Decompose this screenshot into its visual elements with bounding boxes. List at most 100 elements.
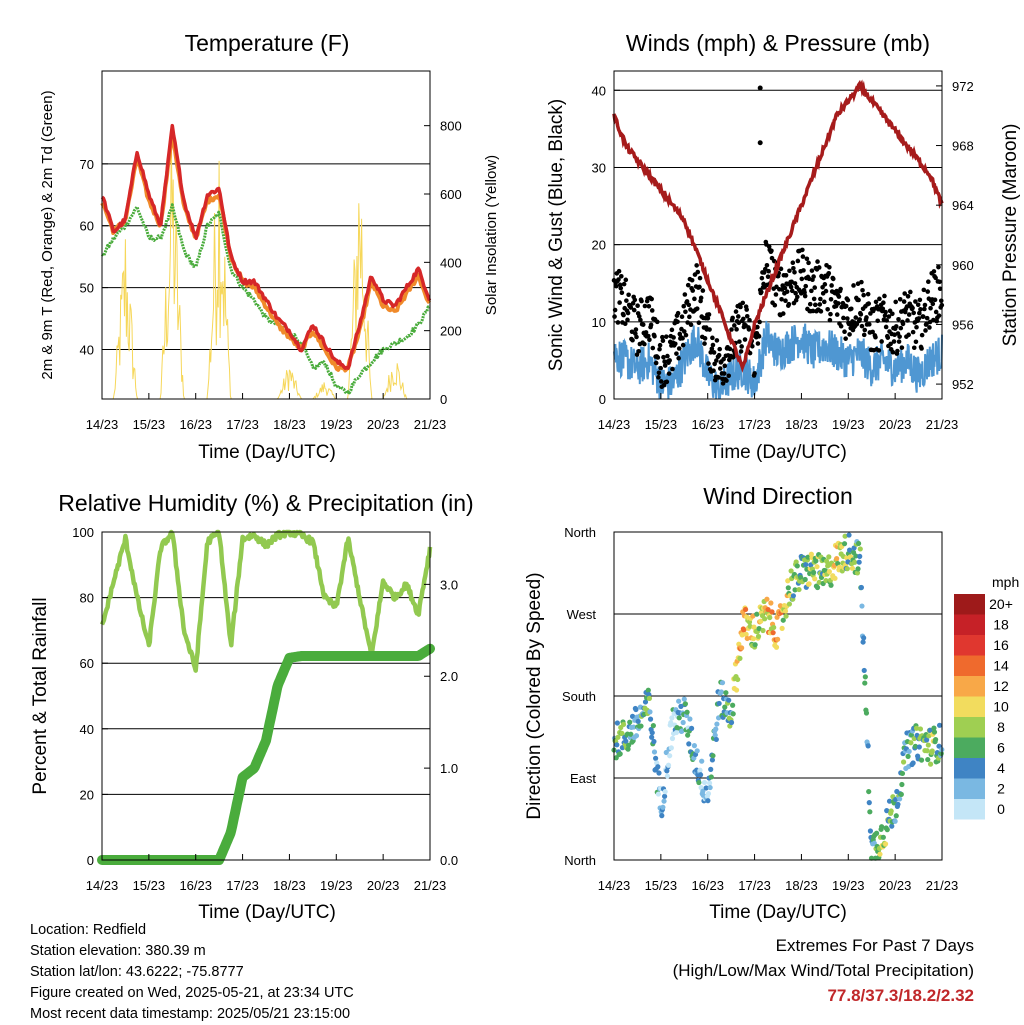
gust-point [810,308,816,314]
gust-point [700,288,706,293]
gust-point [803,283,809,289]
direction-point [642,699,649,705]
gust-point [821,299,827,305]
gust-point [902,291,908,296]
gust-point [625,317,630,323]
gust-point [650,345,656,351]
gust-point [686,302,692,308]
direction-point [631,724,637,730]
gust-point [619,290,625,296]
gust-point [917,310,922,316]
temperature-xtick-label: 21/23 [414,417,447,432]
humidity-ylabel: Percent & Total Rainfall [30,597,51,794]
direction-point [862,680,868,686]
direction-panel: Wind Direction NorthEastSouthWestNorth14… [524,483,1019,923]
direction-xtick-label: 20/23 [879,878,912,893]
gust-point [883,309,888,315]
direction-point [709,757,716,763]
direction-point [735,676,741,683]
direction-point [798,574,804,581]
direction-point [633,706,639,713]
direction-point [771,624,777,631]
gust-point [793,290,798,296]
gust-point [893,299,899,305]
gust-point [877,296,882,302]
direction-point [722,704,728,710]
direction-point [628,731,634,737]
legend-label: 12 [993,678,1009,694]
winds-ytick-label: 20 [592,238,606,253]
gust-point [809,288,814,294]
direction-point [844,566,850,572]
direction-point [707,784,713,791]
direction-point [880,834,886,840]
gust-point [851,283,856,288]
gust-point [688,322,694,328]
direction-point [650,723,656,729]
direction-point [786,601,793,607]
gust-point [870,329,875,335]
temperature-panel: Temperature (F) 40 50 60 70 0 200 400 600 800 14/… [39,30,500,463]
gust-point [765,274,771,279]
gust-point [625,310,631,316]
direction-point [669,715,675,721]
gust-point [666,371,672,376]
direction-point [633,733,640,739]
direction-xtick-label: 18/23 [785,878,818,893]
gust-point [757,85,763,91]
temperature-ytick-label: 60 [80,219,94,234]
gust-point [762,266,768,272]
direction-point [917,726,924,732]
winds-xtick-label: 15/23 [645,417,678,432]
gust-point [933,275,938,281]
direction-point [828,582,834,588]
gust-point [747,317,752,323]
gust-point [913,339,919,345]
direction-point [767,614,773,621]
direction-point [785,578,791,584]
direction-point [908,740,914,746]
gust-point [619,273,624,279]
gust-point [927,319,933,325]
elevation-text: Station elevation: 380.39 m [30,943,206,959]
legend-swatch [954,737,985,758]
direction-point [877,851,883,857]
direction-point [855,566,861,572]
gust-point [884,318,890,323]
direction-point [856,559,862,565]
direction-point [884,808,890,814]
direction-point [705,791,712,797]
direction-point [614,720,620,726]
direction-point [762,616,768,622]
direction-point [926,733,932,739]
gust-point [730,354,736,360]
gust-point [919,346,924,351]
gust-point [792,270,797,275]
winds-xtick-label: 19/23 [832,417,865,432]
gust-point [660,334,665,340]
direction-xtick-label: 19/23 [832,878,865,893]
gust-point [922,306,927,312]
humidity-ytick-label: 20 [80,787,94,802]
direction-point [737,655,743,662]
gust-point [675,319,680,325]
direction-point [770,630,776,636]
direction-point [656,770,662,776]
direction-point [691,743,698,749]
gust-point [800,247,805,253]
gust-point [669,327,675,333]
gust-point [800,254,806,259]
direction-point [866,800,872,806]
direction-point [773,644,780,650]
direction-point [868,855,875,861]
direction-point [747,623,753,629]
humidity-xtick-label: 19/23 [320,878,353,893]
gust-point [675,310,681,316]
direction-point [862,674,868,680]
direction-point [924,737,930,743]
gust-point [747,350,753,356]
extremes-subtitle: (High/Low/Max Wind/Total Precipitation) [672,961,974,980]
legend-label: 0 [997,801,1005,817]
gust-point [934,318,940,324]
gust-point [920,314,926,319]
